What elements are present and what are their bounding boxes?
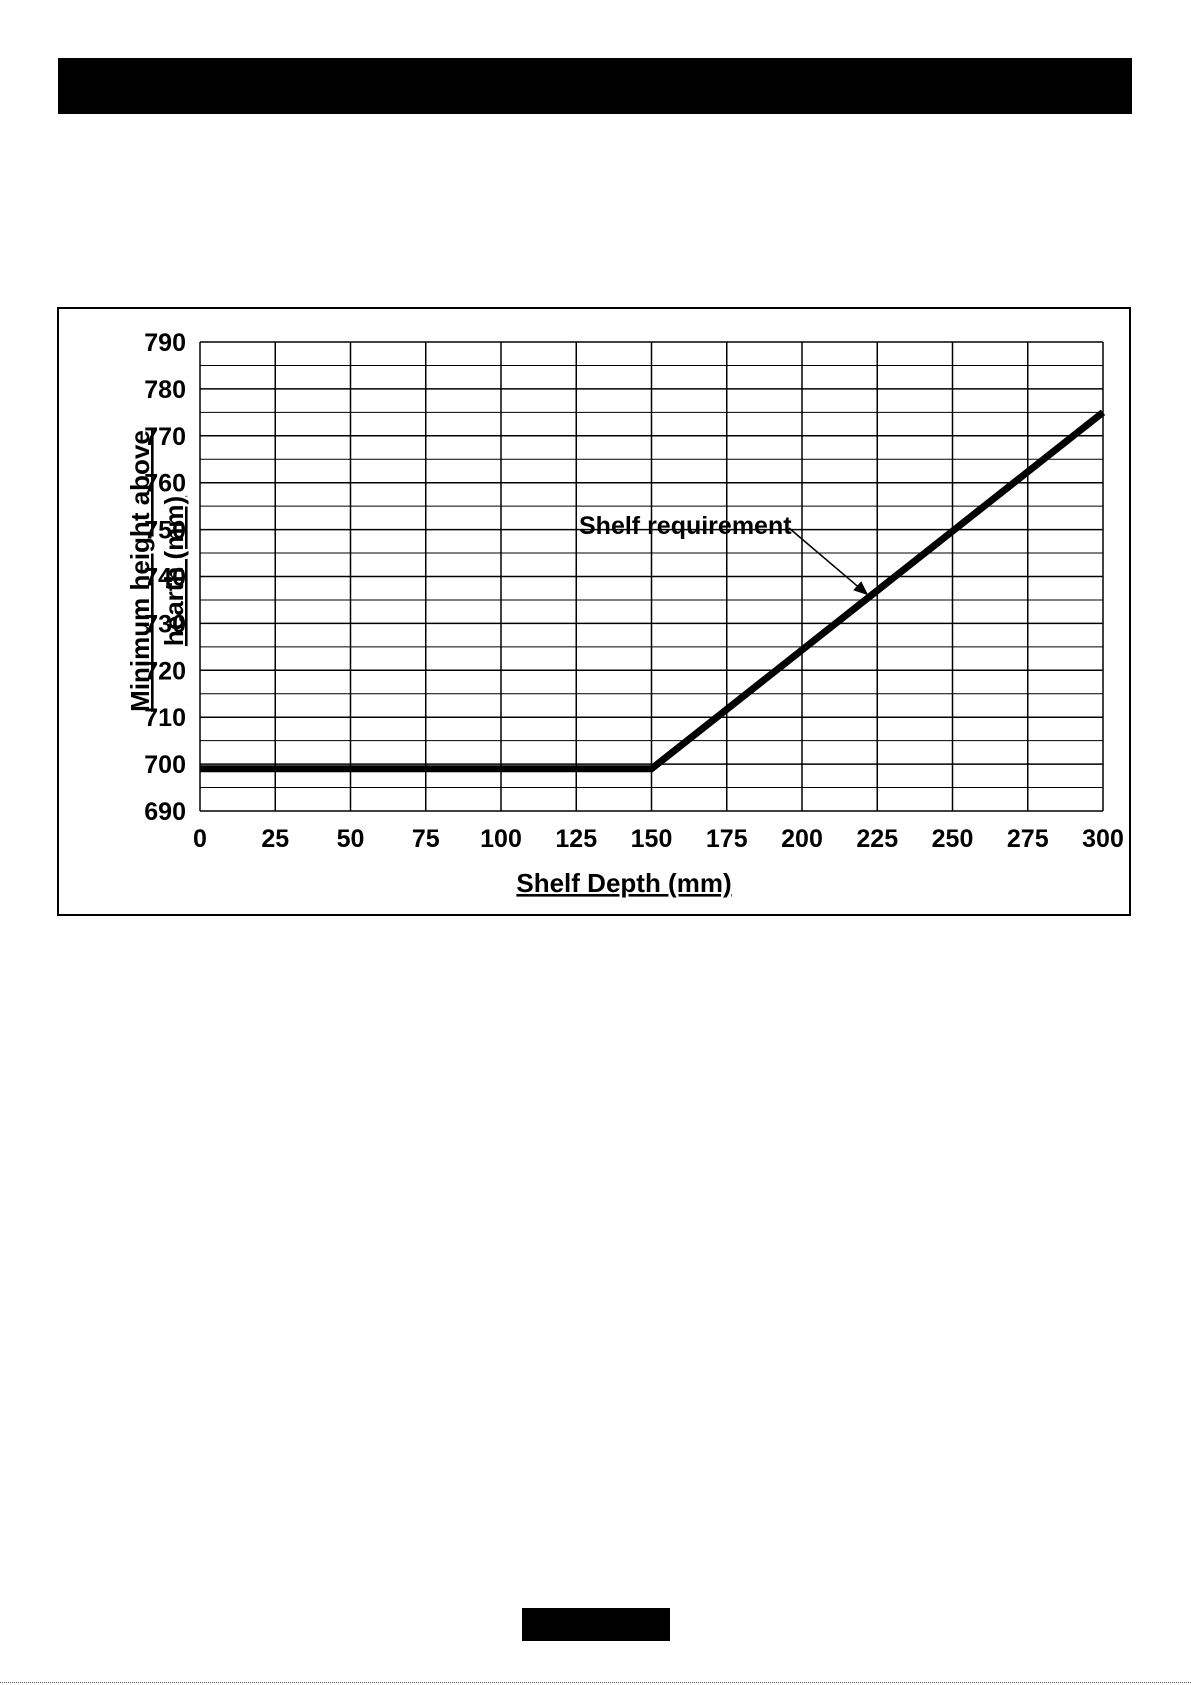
x-tick-label-175: 175: [706, 825, 748, 853]
x-tick-label-0: 0: [193, 825, 207, 853]
y-tick-label-700: 700: [144, 751, 186, 779]
x-tick-label-100: 100: [480, 825, 522, 853]
x-tick-label-75: 75: [412, 825, 440, 853]
x-tick-label-25: 25: [261, 825, 289, 853]
x-tick-label-150: 150: [631, 825, 673, 853]
y-axis-label-line-1: Minimum height above: [125, 430, 155, 712]
y-axis-label-line-2: hearth (mm): [159, 496, 189, 646]
y-tick-label-750: 750: [144, 517, 186, 545]
series: [200, 409, 1106, 773]
y-tick-labels: 790 780 770 760 750 740 730 720 710 700 690: [144, 329, 186, 826]
annotation-arrow-head: [853, 581, 869, 596]
x-tick-label-125: 125: [555, 825, 597, 853]
footer-page-block: [522, 1608, 670, 1641]
x-tick-label-200: 200: [781, 825, 823, 853]
y-tick-label-770: 770: [144, 423, 186, 451]
y-tick-label-760: 760: [144, 470, 186, 498]
header-bar: [58, 58, 1132, 114]
series-line-0: [200, 409, 1106, 773]
annotation-arrow-line: [788, 527, 869, 596]
x-tick-label-250: 250: [932, 825, 974, 853]
y-axis-label: Minimum height above hearth (mm): [125, 430, 189, 712]
chart-frame: 790 780 770 760 750 740 730 720 710 700 690 0 25 50 7…: [57, 307, 1131, 916]
y-tick-label-740: 740: [144, 564, 186, 592]
y-tick-label-730: 730: [144, 610, 186, 638]
x-tick-label-225: 225: [856, 825, 898, 853]
y-tick-label-690: 690: [144, 798, 186, 826]
x-tick-labels: 0 25 50 75 100 125 150 175 200 225 250 275 300: [193, 825, 1124, 853]
y-tick-label-790: 790: [144, 329, 186, 357]
annotation: Shelf requirement: [579, 512, 869, 596]
x-tick-label-300: 300: [1082, 825, 1124, 853]
x-axis-label: Shelf Depth (mm): [516, 868, 731, 898]
x-tick-label-275: 275: [1007, 825, 1049, 853]
grid: [199, 341, 1104, 812]
y-tick-label-710: 710: [144, 704, 186, 732]
bottom-rule: [0, 1682, 1191, 1683]
y-tick-label-720: 720: [144, 657, 186, 685]
annotation-label: Shelf requirement: [579, 512, 792, 540]
x-tick-label-50: 50: [337, 825, 365, 853]
y-tick-label-780: 780: [144, 376, 186, 404]
chart: 790 780 770 760 750 740 730 720 710 700 690 0 25 50 7…: [125, 329, 1124, 898]
